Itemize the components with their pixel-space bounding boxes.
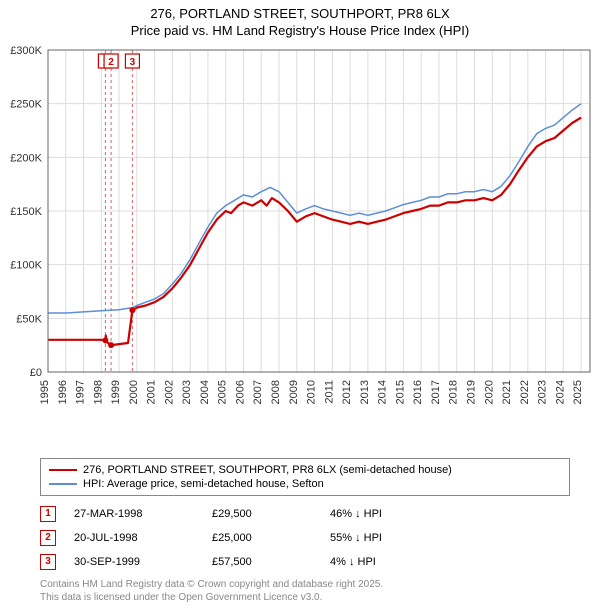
legend-row: HPI: Average price, semi-detached house,… <box>49 477 561 491</box>
svg-text:2018: 2018 <box>448 380 460 404</box>
title-line-2: Price paid vs. HM Land Registry's House … <box>8 23 592 40</box>
svg-text:2023: 2023 <box>537 380 549 404</box>
svg-text:2024: 2024 <box>554 380 566 404</box>
sale-marker-num: 1 <box>45 508 51 519</box>
svg-text:2002: 2002 <box>163 380 175 404</box>
svg-text:2009: 2009 <box>288 380 300 404</box>
svg-text:2020: 2020 <box>483 380 495 404</box>
sale-date: 20-JUL-1998 <box>74 532 194 544</box>
sale-price: £29,500 <box>212 508 312 520</box>
chart-area: £0 £50K £100K £150K £200K £250K £300K 1995 1996 1… <box>0 42 600 452</box>
sale-row: 3 30-SEP-1999 £57,500 4% ↓ HPI <box>40 550 570 574</box>
sale-price: £25,000 <box>212 532 312 544</box>
sale-diff: 4% ↓ HPI <box>330 556 430 568</box>
sale-date: 30-SEP-1999 <box>74 556 194 568</box>
sale-marker-box: 2 <box>40 530 56 546</box>
attribution: Contains HM Land Registry data © Crown c… <box>40 578 570 604</box>
svg-text:£250K: £250K <box>10 98 42 110</box>
svg-text:2004: 2004 <box>199 380 211 404</box>
attribution-line: This data is licensed under the Open Gov… <box>40 591 570 604</box>
svg-text:£300K: £300K <box>10 45 42 57</box>
sales-table: 1 27-MAR-1998 £29,500 46% ↓ HPI 2 20-JUL… <box>40 502 570 574</box>
svg-text:2005: 2005 <box>217 380 229 404</box>
chart-titles: 276, PORTLAND STREET, SOUTHPORT, PR8 6LX… <box>0 0 600 42</box>
svg-text:2014: 2014 <box>377 380 389 404</box>
svg-text:2001: 2001 <box>146 380 158 404</box>
svg-text:£50K: £50K <box>16 313 42 325</box>
svg-text:1998: 1998 <box>92 380 104 404</box>
svg-text:2016: 2016 <box>412 380 424 404</box>
legend-label: 276, PORTLAND STREET, SOUTHPORT, PR8 6LX… <box>83 464 452 476</box>
svg-text:3: 3 <box>130 57 136 68</box>
svg-text:2000: 2000 <box>128 380 140 404</box>
svg-text:2008: 2008 <box>270 380 282 404</box>
sale-marker-box: 3 <box>40 554 56 570</box>
svg-text:£0: £0 <box>30 367 42 379</box>
svg-text:1995: 1995 <box>39 380 51 404</box>
attribution-line: Contains HM Land Registry data © Crown c… <box>40 578 570 591</box>
line-chart: £0 £50K £100K £150K £200K £250K £300K 1995 1996 1… <box>0 42 600 452</box>
svg-text:2007: 2007 <box>252 380 264 404</box>
sale-row: 2 20-JUL-1998 £25,000 55% ↓ HPI <box>40 526 570 550</box>
svg-text:2: 2 <box>108 57 114 68</box>
svg-text:2015: 2015 <box>394 380 406 404</box>
svg-text:2019: 2019 <box>465 380 477 404</box>
sale-diff: 46% ↓ HPI <box>330 508 430 520</box>
svg-text:2006: 2006 <box>234 380 246 404</box>
sale-row: 1 27-MAR-1998 £29,500 46% ↓ HPI <box>40 502 570 526</box>
svg-text:1999: 1999 <box>110 380 122 404</box>
sale-marker-num: 3 <box>45 556 51 567</box>
svg-text:1996: 1996 <box>57 380 69 404</box>
svg-text:2003: 2003 <box>181 380 193 404</box>
legend-row: 276, PORTLAND STREET, SOUTHPORT, PR8 6LX… <box>49 463 561 477</box>
svg-text:2025: 2025 <box>572 380 584 404</box>
svg-text:£150K: £150K <box>10 206 42 218</box>
sale-diff: 55% ↓ HPI <box>330 532 430 544</box>
svg-text:£200K: £200K <box>10 152 42 164</box>
svg-text:2010: 2010 <box>306 380 318 404</box>
legend-box: 276, PORTLAND STREET, SOUTHPORT, PR8 6LX… <box>40 458 570 496</box>
legend-swatch <box>49 469 77 471</box>
legend-swatch <box>49 483 77 485</box>
svg-text:2022: 2022 <box>519 380 531 404</box>
svg-text:1997: 1997 <box>75 380 87 404</box>
svg-text:2017: 2017 <box>430 380 442 404</box>
svg-text:£100K: £100K <box>10 259 42 271</box>
sale-price: £57,500 <box>212 556 312 568</box>
svg-text:2013: 2013 <box>359 380 371 404</box>
sale-marker-box: 1 <box>40 506 56 522</box>
sale-date: 27-MAR-1998 <box>74 508 194 520</box>
title-line-1: 276, PORTLAND STREET, SOUTHPORT, PR8 6LX <box>8 6 592 23</box>
sale-marker-num: 2 <box>45 532 51 543</box>
page-container: 276, PORTLAND STREET, SOUTHPORT, PR8 6LX… <box>0 0 600 604</box>
svg-text:2012: 2012 <box>341 380 353 404</box>
svg-text:2021: 2021 <box>501 380 513 404</box>
svg-text:2011: 2011 <box>323 380 335 404</box>
legend-label: HPI: Average price, semi-detached house,… <box>83 478 324 490</box>
